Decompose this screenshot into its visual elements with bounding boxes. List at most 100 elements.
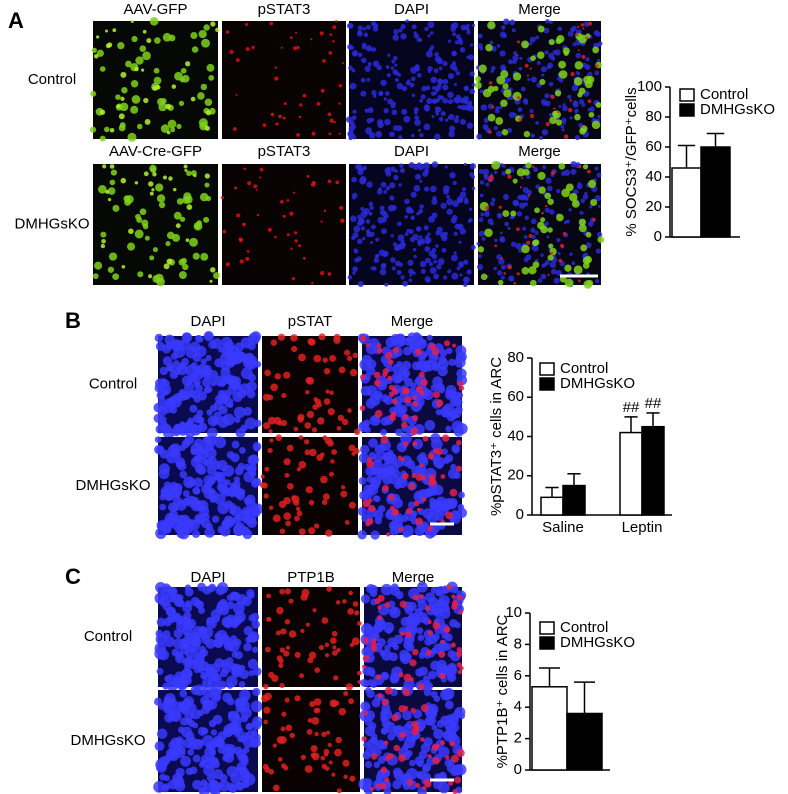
- cell: [455, 71, 461, 76]
- cell: [217, 502, 230, 515]
- cell: [373, 622, 384, 633]
- cell: [442, 409, 451, 418]
- cell: [404, 396, 412, 404]
- cell: [238, 753, 247, 763]
- cell: [544, 100, 551, 107]
- cell: [374, 409, 383, 418]
- cell: [455, 465, 462, 472]
- cell: [91, 47, 97, 53]
- cell: [429, 497, 436, 504]
- cell: [582, 27, 585, 30]
- cell: [387, 732, 396, 741]
- cell: [369, 589, 378, 598]
- cell: [139, 45, 147, 53]
- cell: [291, 276, 296, 281]
- cell: [501, 25, 506, 30]
- cell: [557, 252, 561, 256]
- cell: [468, 100, 473, 105]
- cell: [405, 507, 413, 515]
- cell: [366, 231, 372, 238]
- cell: [156, 728, 168, 739]
- cell: [390, 103, 396, 109]
- cell: [308, 499, 315, 506]
- cell: [491, 197, 496, 202]
- cell: [100, 231, 107, 238]
- cell: [369, 632, 378, 641]
- cell: [427, 232, 431, 236]
- cell: [400, 275, 405, 280]
- cell: [585, 231, 592, 238]
- cell: [507, 265, 512, 270]
- cell: [404, 198, 410, 205]
- cell: [485, 206, 490, 210]
- legend-label: Control: [560, 360, 608, 377]
- cell: [377, 692, 383, 699]
- cell: [428, 262, 434, 267]
- cell: [382, 454, 390, 461]
- cell: [530, 227, 536, 233]
- row-label: DMHGsKO: [15, 215, 90, 232]
- cell: [454, 776, 462, 784]
- bar: [531, 686, 568, 771]
- cell: [223, 641, 234, 652]
- column-header: Merge: [392, 569, 435, 586]
- cell: [444, 718, 456, 731]
- cell: [234, 615, 244, 624]
- cell: [445, 755, 450, 760]
- cell: [361, 44, 367, 50]
- cell: [440, 474, 446, 479]
- cell: [260, 474, 265, 479]
- cell: [177, 461, 187, 471]
- cell: [243, 167, 247, 171]
- cell: [305, 377, 312, 384]
- cell: [488, 130, 492, 134]
- cell: [404, 215, 409, 219]
- cell: [432, 757, 440, 765]
- bar: [540, 496, 564, 516]
- cell: [220, 196, 225, 200]
- cell: [393, 174, 399, 181]
- cell: [419, 204, 424, 209]
- cell: [263, 683, 269, 690]
- y-tick-label: 0: [654, 228, 662, 245]
- column-header: AAV-GFP: [124, 1, 188, 18]
- cell: [562, 231, 567, 236]
- cell: [153, 76, 162, 85]
- cell: [275, 630, 281, 636]
- cell: [331, 630, 338, 637]
- cell: [549, 209, 555, 215]
- cell: [259, 176, 262, 179]
- cell: [222, 488, 231, 497]
- cell: [320, 220, 323, 223]
- y-tick-label: 2: [514, 730, 522, 747]
- cell: [436, 264, 442, 270]
- cell: [200, 83, 208, 91]
- micrograph: [262, 333, 361, 436]
- cell: [338, 707, 347, 716]
- cell: [436, 462, 444, 470]
- cell: [487, 113, 496, 122]
- cell: [327, 272, 332, 276]
- cell: [499, 50, 506, 57]
- cell: [188, 719, 196, 728]
- micrograph: [262, 586, 362, 691]
- cell: [416, 226, 421, 231]
- cell: [309, 701, 316, 708]
- cell: [373, 23, 379, 29]
- cell: [311, 282, 314, 285]
- cell: [418, 208, 423, 214]
- cell: [458, 40, 464, 45]
- x-tick-label: Saline: [542, 519, 584, 536]
- cell: [444, 165, 448, 169]
- bar: [562, 484, 586, 516]
- cell: [334, 748, 342, 757]
- cell: [552, 50, 557, 55]
- cell: [203, 331, 214, 342]
- cell: [208, 719, 217, 728]
- cell: [201, 364, 212, 375]
- cell: [247, 355, 258, 366]
- y-tick-label: 80: [507, 349, 524, 366]
- cell: [298, 461, 307, 469]
- cell: [409, 659, 417, 667]
- cell: [381, 484, 389, 492]
